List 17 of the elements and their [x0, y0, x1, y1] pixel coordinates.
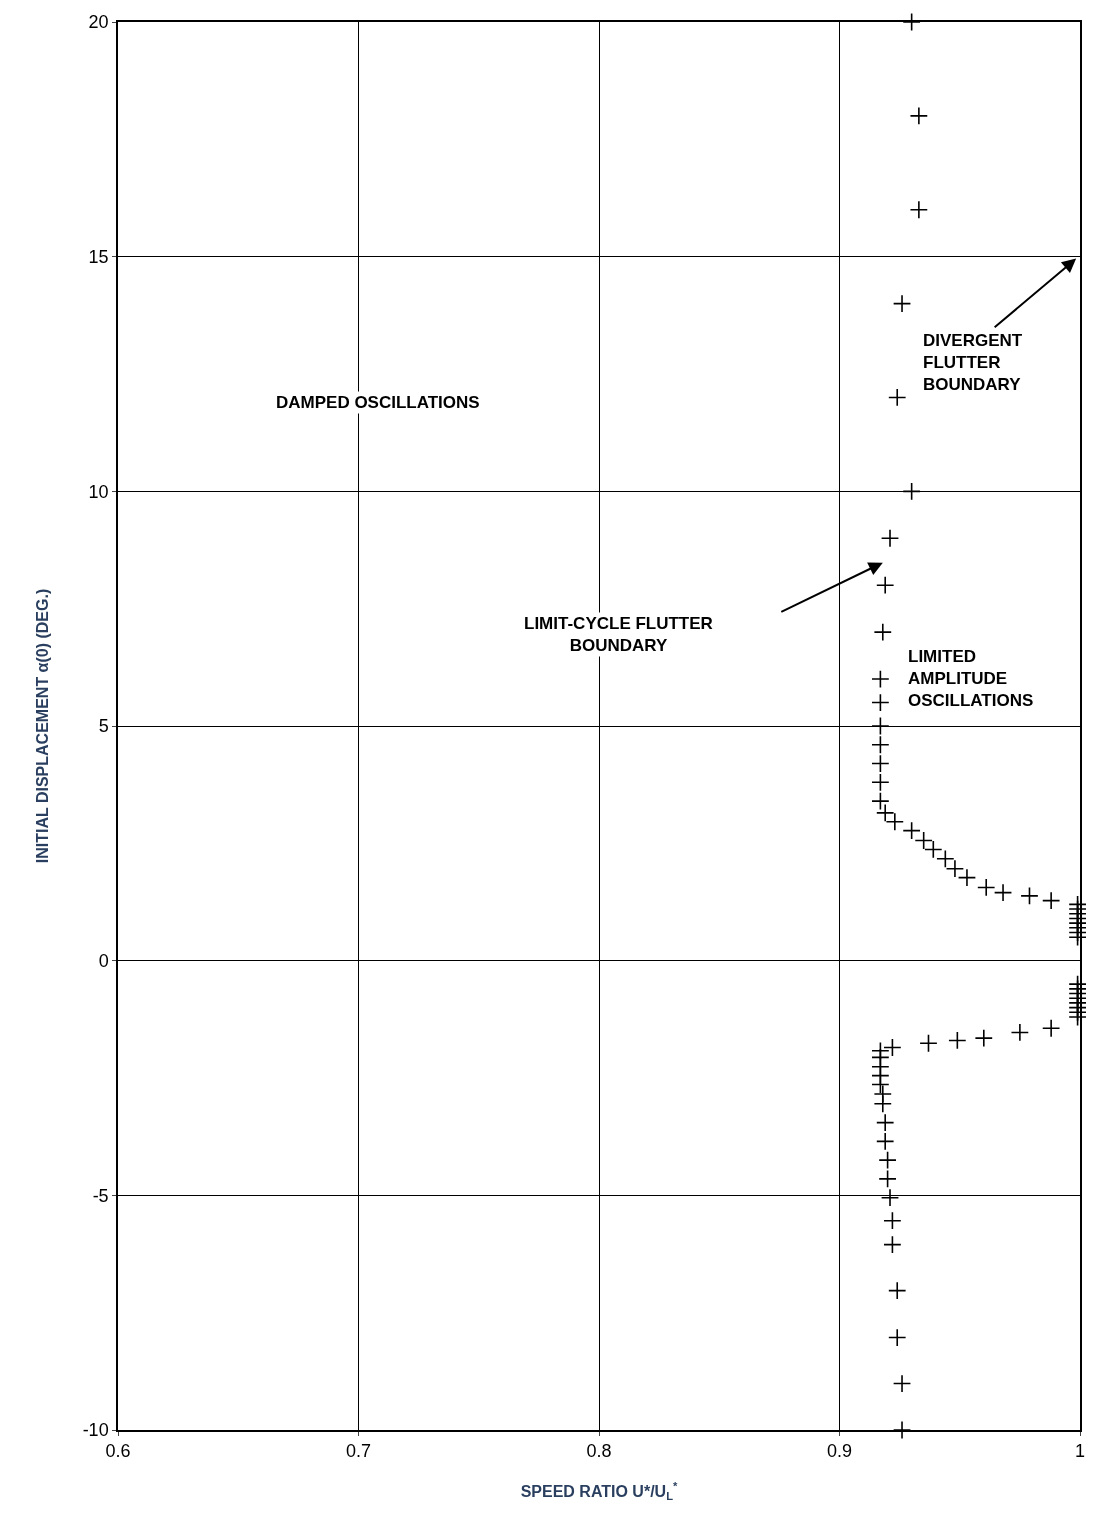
- y-tick-label: 0: [98, 950, 109, 971]
- annotation: DIVERGENT FLUTTER BOUNDARY: [923, 331, 1023, 395]
- x-tick-label: 1: [1074, 1441, 1086, 1462]
- annotation: LIMIT-CYCLE FLUTTER BOUNDARY: [524, 614, 713, 656]
- y-tick-label: 5: [98, 716, 109, 737]
- x-tick-label: 0.7: [345, 1441, 372, 1462]
- x-tick-label: 0.8: [586, 1441, 612, 1462]
- y-axis-title: INITIAL DISPLACEMENT α(0) (DEG.): [34, 588, 52, 864]
- y-tick-label: -10: [82, 1420, 109, 1441]
- x-tick-label: 0.9: [826, 1441, 853, 1462]
- y-tick-label: 10: [88, 481, 109, 502]
- y-tick-label: 20: [88, 12, 109, 33]
- y-tick-label: 15: [88, 246, 109, 267]
- x-tick-label: 0.6: [105, 1441, 131, 1462]
- y-tick-label: -5: [92, 1185, 109, 1206]
- annotation: LIMITED AMPLITUDE OSCILLATIONS: [908, 647, 1034, 711]
- annotation: DAMPED OSCILLATIONS: [276, 393, 480, 412]
